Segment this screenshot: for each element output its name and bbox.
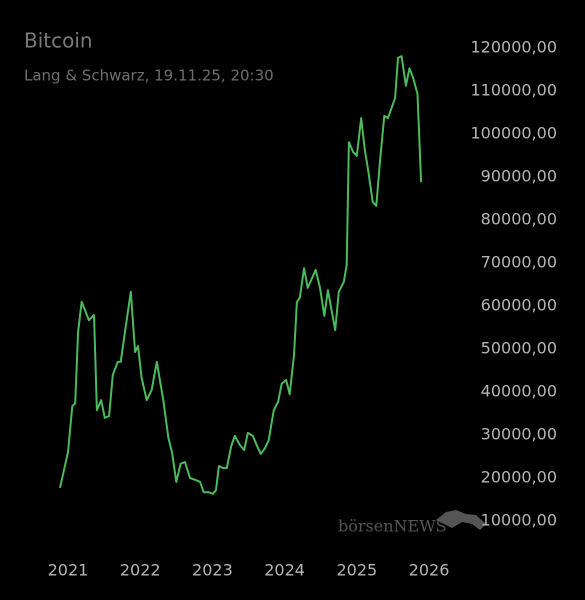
x-tick-label: 2024 (264, 561, 305, 580)
x-tick-label: 2025 (336, 561, 377, 580)
y-tick-label: 120000,00 (470, 38, 557, 57)
y-tick-label: 80000,00 (481, 210, 557, 229)
watermark: börsenNEWS (338, 517, 447, 536)
y-tick-label: 30000,00 (481, 425, 557, 444)
x-tick-label: 2022 (120, 561, 161, 580)
y-tick-label: 20000,00 (481, 468, 557, 487)
chart-subtitle: Lang & Schwarz, 19.11.25, 20:30 (24, 67, 274, 85)
watermark-logo (436, 510, 486, 530)
y-tick-label: 90000,00 (481, 167, 557, 186)
x-tick-label: 2026 (409, 561, 450, 580)
y-tick-label: 50000,00 (481, 339, 557, 358)
y-tick-label: 10000,00 (481, 511, 557, 530)
y-tick-label: 60000,00 (481, 296, 557, 315)
chart-title: Bitcoin (24, 29, 93, 53)
x-tick-label: 2023 (192, 561, 233, 580)
x-tick-label: 2021 (48, 561, 89, 580)
y-tick-label: 100000,00 (470, 124, 557, 143)
y-tick-label: 70000,00 (481, 253, 557, 272)
price-line (59, 55, 423, 495)
y-tick-label: 110000,00 (470, 81, 557, 100)
y-tick-label: 40000,00 (481, 382, 557, 401)
